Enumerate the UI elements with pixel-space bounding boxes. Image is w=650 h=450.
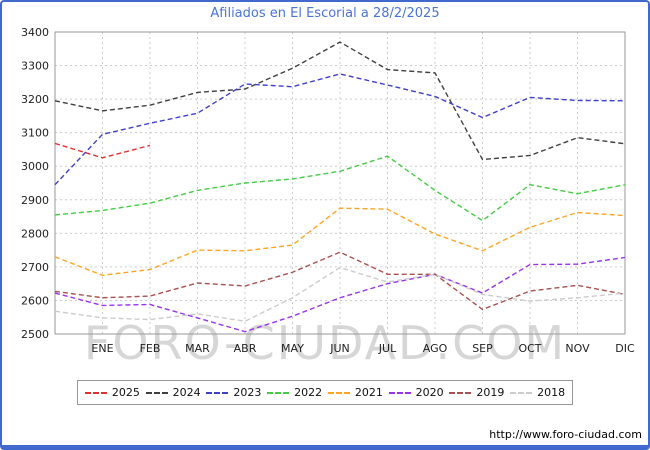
- legend-item-2023: 2023: [206, 386, 261, 399]
- svg-text:ABR: ABR: [234, 342, 257, 355]
- legend-label-2020: 2020: [415, 386, 444, 399]
- legend-label-2021: 2021: [354, 386, 383, 399]
- svg-text:3000: 3000: [21, 160, 49, 173]
- legend-marker-2021: [327, 391, 350, 394]
- legend-marker-2022: [267, 391, 290, 394]
- svg-text:NOV: NOV: [565, 342, 590, 355]
- legend-item-2022: 2022: [267, 386, 322, 399]
- svg-text:3400: 3400: [21, 26, 49, 39]
- svg-text:JUL: JUL: [378, 342, 397, 355]
- svg-text:3300: 3300: [21, 60, 49, 73]
- affiliates-line-chart: 2500 2600 2700 2800 2900 3000 3100 3200 3300 3400…: [21, 26, 635, 355]
- svg-text:MAY: MAY: [281, 342, 304, 355]
- legend-marker-2023: [206, 391, 229, 394]
- gridlines: [55, 31, 626, 335]
- chart-area: FORO-CIUDAD.COM 2500 2600 2700 2800 2900 3000…: [2, 24, 648, 370]
- legend-label-2023: 2023: [233, 386, 262, 399]
- legend-label-2019: 2019: [476, 386, 505, 399]
- chart-legend: 2025 2024 2023 2022 2021 2020 2019 2018: [77, 380, 573, 405]
- legend-label-2024: 2024: [172, 386, 201, 399]
- series-line-2024: [54, 41, 626, 161]
- legend-marker-2020: [388, 391, 411, 394]
- source-url[interactable]: http://www.foro-ciudad.com: [489, 428, 642, 441]
- chart-title: Afiliados en El Escorial a 28/2/2025: [210, 6, 440, 21]
- legend-item-2018: 2018: [510, 386, 565, 399]
- legend-label-2025: 2025: [111, 386, 140, 399]
- series-line-2020: [54, 256, 626, 333]
- svg-text:FEB: FEB: [140, 342, 161, 355]
- series-line-2021: [54, 207, 626, 276]
- legend-item-2024: 2024: [145, 386, 201, 399]
- svg-text:3100: 3100: [21, 127, 49, 140]
- series-line-2018: [54, 266, 626, 322]
- svg-text:2500: 2500: [21, 328, 49, 341]
- svg-text:2900: 2900: [21, 194, 49, 207]
- series-lines: [54, 41, 626, 333]
- legend-item-2019: 2019: [449, 386, 504, 399]
- legend-marker-2018: [510, 391, 533, 394]
- svg-text:SEP: SEP: [472, 342, 493, 355]
- svg-text:MAR: MAR: [185, 342, 210, 355]
- svg-text:AGO: AGO: [423, 342, 448, 355]
- svg-text:2800: 2800: [21, 227, 49, 240]
- svg-text:JUN: JUN: [329, 342, 350, 355]
- legend-label-2022: 2022: [294, 386, 323, 399]
- svg-text:DIC: DIC: [615, 342, 635, 355]
- legend-marker-2019: [449, 391, 472, 394]
- svg-text:ENE: ENE: [91, 342, 113, 355]
- legend-item-2020: 2020: [388, 386, 444, 399]
- legend-label-2018: 2018: [537, 386, 566, 399]
- legend-marker-2024: [145, 391, 168, 394]
- series-line-2023: [54, 73, 626, 186]
- legend-item-2021: 2021: [327, 386, 383, 399]
- axis-labels: 2500 2600 2700 2800 2900 3000 3100 3200 3300 3400…: [21, 26, 635, 355]
- svg-text:2700: 2700: [21, 261, 49, 274]
- series-line-2022: [54, 155, 626, 222]
- svg-text:2600: 2600: [21, 294, 49, 307]
- legend-marker-2025: [84, 391, 107, 394]
- legend-item-2025: 2025: [84, 386, 140, 399]
- svg-text:OCT: OCT: [518, 342, 541, 355]
- series-line-2025: [54, 142, 151, 159]
- svg-text:3200: 3200: [21, 93, 49, 106]
